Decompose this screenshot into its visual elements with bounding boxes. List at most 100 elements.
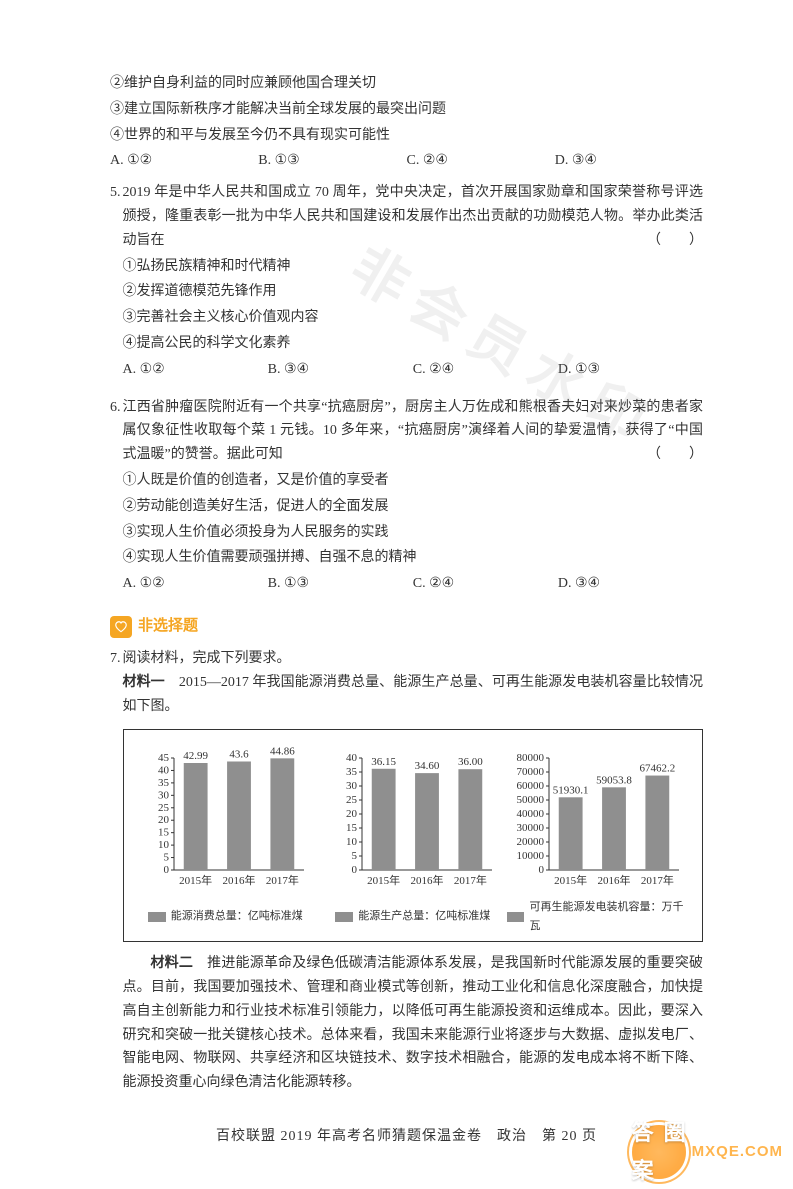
svg-text:30: 30: [158, 789, 170, 801]
svg-text:5: 5: [351, 850, 357, 862]
heart-icon: [110, 616, 132, 638]
q7-number: 7.: [110, 647, 121, 1095]
wm-badge-suffix: 圈: [664, 1114, 686, 1189]
q6-stmt-4: ④实现人生价值需要顽强拼搏、自强不息的精神: [123, 546, 704, 570]
q7-material-1: 材料一 2015—2017 年我国能源消费总量、能源生产总量、可再生能源发电装机…: [123, 671, 704, 719]
svg-text:0: 0: [164, 864, 170, 876]
q5-number: 5.: [110, 181, 121, 387]
legend-text-2: 能源生产总量：亿吨标准煤: [358, 907, 490, 926]
svg-text:80000: 80000: [517, 752, 545, 764]
q5-stmt-3: ③完善社会主义核心价值观内容: [123, 306, 704, 330]
svg-text:67462.2: 67462.2: [640, 762, 676, 774]
q6-stem: 江西省肿瘤医院附近有一个共享“抗癌厨房”，厨房主人万佐成和熊根香夫妇对来炒菜的患…: [123, 396, 704, 467]
q5-options: A. ①② B. ③④ C. ②④ D. ①③: [123, 358, 704, 382]
q6-opt-c: C. ②④: [413, 572, 558, 596]
q6-stmt-1: ①人既是价值的创造者，又是价值的享受者: [123, 469, 704, 493]
q7-text: 阅读材料，完成下列要求。: [123, 647, 704, 671]
q4-opt-b: B. ①③: [258, 149, 406, 173]
q6-paren: （ ）: [647, 443, 703, 467]
svg-text:43.6: 43.6: [230, 748, 250, 760]
q5-stem: 2019 年是中华人民共和国成立 70 周年，党中央决定，首次开展国家勋章和国家…: [123, 181, 704, 252]
svg-text:36.15: 36.15: [371, 756, 396, 768]
legend-2: 能源生产总量：亿吨标准煤: [319, 898, 507, 935]
q5-stmt-1: ①弘扬民族精神和时代精神: [123, 255, 704, 279]
q5-stmt-2: ②发挥道德模范先锋作用: [123, 280, 704, 304]
svg-text:60000: 60000: [517, 780, 545, 792]
watermark-badge: 答案圈: [632, 1125, 686, 1179]
svg-text:70000: 70000: [517, 766, 545, 778]
svg-text:2015年: 2015年: [367, 873, 400, 887]
q5-opt-b: B. ③④: [268, 358, 413, 382]
svg-text:20: 20: [158, 814, 170, 826]
legend-swatch-3: [507, 912, 525, 922]
svg-text:25: 25: [346, 794, 358, 806]
q6-opt-a: A. ①②: [123, 572, 268, 596]
legend-text-1: 能源消费总量：亿吨标准煤: [171, 907, 303, 926]
section-nonchoice-header: 非选择题: [110, 614, 703, 640]
q4-opt-a: A. ①②: [110, 149, 258, 173]
svg-text:2017年: 2017年: [266, 873, 299, 887]
legend-3: 可再生能源发电装机容量：万千瓦: [507, 898, 695, 935]
m2-text: 推进能源革命及绿色低碳清洁能源体系发展，是我国新时代能源发展的重要突破点。目前，…: [123, 956, 704, 1090]
svg-text:44.86: 44.86: [270, 745, 295, 757]
svg-text:25: 25: [158, 802, 170, 814]
question-4-tail: ②维护自身利益的同时应兼顾他国合理关切 ③建立国际新秩序才能解决当前全球发展的最…: [110, 72, 703, 173]
svg-text:2016年: 2016年: [598, 873, 631, 887]
q6-options: A. ①② B. ①③ C. ②④ D. ③④: [123, 572, 704, 596]
q5-opt-a: A. ①②: [123, 358, 268, 382]
q6-stmt-2: ②劳动能创造美好生活，促进人的全面发展: [123, 495, 704, 519]
svg-text:2015年: 2015年: [179, 873, 212, 887]
svg-text:51930.1: 51930.1: [553, 784, 589, 796]
q5-opt-c: C. ②④: [413, 358, 558, 382]
m2-label: 材料二: [151, 956, 194, 971]
q6-number: 6.: [110, 396, 121, 602]
svg-text:10: 10: [158, 839, 170, 851]
svg-text:59053.8: 59053.8: [596, 774, 632, 786]
svg-text:50000: 50000: [517, 794, 545, 806]
q6-opt-d: D. ③④: [558, 572, 703, 596]
watermark: 答案圈 MXQE.COM: [638, 1125, 783, 1179]
svg-text:2016年: 2016年: [410, 873, 443, 887]
svg-text:35: 35: [346, 766, 358, 778]
svg-text:2015年: 2015年: [554, 873, 587, 887]
legend-text-3: 可再生能源发电装机容量：万千瓦: [529, 898, 694, 935]
q5-paren: （ ）: [647, 229, 703, 253]
q4-stmt-2: ②维护自身利益的同时应兼顾他国合理关切: [110, 72, 703, 96]
svg-text:36.00: 36.00: [458, 756, 483, 768]
q5-text: 2019 年是中华人民共和国成立 70 周年，党中央决定，首次开展国家勋章和国家…: [123, 185, 704, 248]
question-6: 6. 江西省肿瘤医院附近有一个共享“抗癌厨房”，厨房主人万佐成和熊根香夫妇对来炒…: [110, 396, 703, 602]
svg-text:5: 5: [164, 851, 170, 863]
watermark-site: MXQE.COM: [692, 1139, 783, 1165]
q4-stmt-3: ③建立国际新秩序才能解决当前全球发展的最突出问题: [110, 98, 703, 122]
q4-stmt-4: ④世界的和平与发展至今仍不具有现实可能性: [110, 124, 703, 148]
question-7: 7. 阅读材料，完成下列要求。 材料一 2015—2017 年我国能源消费总量、…: [110, 647, 703, 1095]
svg-text:15: 15: [346, 822, 358, 834]
svg-text:45: 45: [158, 752, 170, 764]
svg-text:2017年: 2017年: [641, 873, 674, 887]
charts-container: 05101520253035404542.992015年43.62016年44.…: [123, 729, 704, 942]
svg-text:20000: 20000: [517, 836, 545, 848]
svg-text:0: 0: [539, 864, 545, 876]
legend-swatch-2: [335, 912, 353, 922]
svg-text:2017年: 2017年: [454, 873, 487, 887]
q4-options: A. ①② B. ①③ C. ②④ D. ③④: [110, 149, 703, 173]
chart-3: 0100002000030000400005000060000700008000…: [507, 740, 695, 890]
svg-text:42.99: 42.99: [184, 750, 209, 762]
legend-swatch-1: [148, 912, 166, 922]
q4-opt-c: C. ②④: [407, 149, 555, 173]
q4-opt-d: D. ③④: [555, 149, 703, 173]
q6-stmt-3: ③实现人生价值必须投身为人民服务的实践: [123, 521, 704, 545]
svg-text:40000: 40000: [517, 808, 545, 820]
section-nonchoice-title: 非选择题: [138, 614, 198, 640]
m1-label: 材料一: [123, 675, 165, 690]
svg-text:0: 0: [351, 864, 357, 876]
q5-stmt-4: ④提高公民的科学文化素养: [123, 332, 704, 356]
svg-text:30: 30: [346, 780, 358, 792]
svg-text:35: 35: [158, 777, 170, 789]
q6-text: 江西省肿瘤医院附近有一个共享“抗癌厨房”，厨房主人万佐成和熊根香夫妇对来炒菜的患…: [123, 400, 704, 463]
svg-text:40: 40: [158, 764, 170, 776]
legend-1: 能源消费总量：亿吨标准煤: [132, 898, 320, 935]
svg-text:15: 15: [158, 826, 170, 838]
q7-material-2: 材料二 推进能源革命及绿色低碳清洁能源体系发展，是我国新时代能源发展的重要突破点…: [123, 952, 704, 1095]
q6-opt-b: B. ①③: [268, 572, 413, 596]
